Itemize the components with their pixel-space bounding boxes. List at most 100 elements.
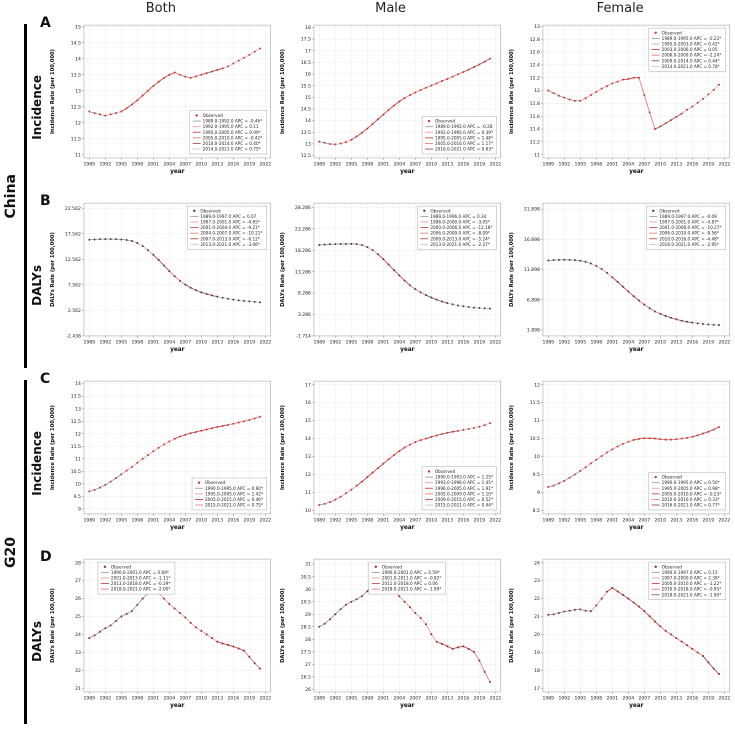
svg-text:2011.0-2018.0 APC = 0.06: 2011.0-2018.0 APC = 0.06 bbox=[381, 581, 437, 586]
svg-text:1989.0-1995.0 APC = -0.22*: 1989.0-1995.0 APC = -0.22* bbox=[662, 36, 722, 41]
svg-text:13.5: 13.5 bbox=[71, 394, 81, 400]
svg-text:17: 17 bbox=[534, 686, 540, 692]
svg-text:11.2: 11.2 bbox=[530, 139, 540, 145]
panel-letter-d: D bbox=[40, 549, 52, 565]
svg-text:2004: 2004 bbox=[623, 339, 635, 345]
svg-text:19: 19 bbox=[534, 650, 540, 656]
svg-text:1992: 1992 bbox=[329, 339, 341, 345]
svg-text:9.5: 9.5 bbox=[533, 472, 540, 478]
svg-text:2013: 2013 bbox=[211, 339, 223, 345]
svg-text:DALYs Rate (per 100,000): DALYs Rate (per 100,000) bbox=[280, 232, 286, 307]
svg-text:2004: 2004 bbox=[623, 517, 635, 523]
svg-text:2013: 2013 bbox=[211, 695, 223, 701]
svg-text:2016.0-2021.0 APC = 0.77*: 2016.0-2021.0 APC = 0.77* bbox=[662, 503, 720, 508]
svg-text:2019: 2019 bbox=[703, 695, 715, 701]
svg-text:2013: 2013 bbox=[211, 517, 223, 523]
svg-text:26.5: 26.5 bbox=[300, 674, 310, 680]
group-bar-g20 bbox=[22, 374, 28, 730]
row-label-g20-incidence: Incidence bbox=[28, 374, 46, 552]
svg-text:12.8: 12.8 bbox=[530, 37, 540, 43]
svg-text:2016: 2016 bbox=[457, 339, 469, 345]
svg-text:2019: 2019 bbox=[473, 695, 485, 701]
svg-text:1998: 1998 bbox=[361, 695, 373, 701]
svg-text:2010: 2010 bbox=[425, 161, 437, 167]
svg-text:2005.0-2010.0 APC = -0.42*: 2005.0-2010.0 APC = -0.42* bbox=[203, 135, 263, 140]
svg-text:15: 15 bbox=[75, 24, 81, 30]
chart-china-incidence-female: 1989 1992 1995 1998 2001 2004 2007 2010 2013 2016… bbox=[505, 18, 735, 196]
svg-text:15: 15 bbox=[305, 418, 311, 424]
svg-text:2013: 2013 bbox=[671, 161, 683, 167]
svg-text:Observed: Observed bbox=[200, 208, 220, 213]
svg-text:2010: 2010 bbox=[425, 517, 437, 523]
svg-text:2007: 2007 bbox=[179, 339, 191, 345]
svg-text:2016: 2016 bbox=[228, 517, 240, 523]
chart-g20-dalys-female: 1989 1992 1995 1998 2001 2004 2007 2010 2013 2016… bbox=[505, 552, 735, 730]
svg-text:2005.0-2016.0 APC = 1.17*: 2005.0-2016.0 APC = 1.17* bbox=[435, 141, 493, 146]
svg-text:2019: 2019 bbox=[473, 517, 485, 523]
svg-text:21: 21 bbox=[534, 614, 540, 620]
svg-text:year: year bbox=[400, 169, 415, 175]
svg-text:2019: 2019 bbox=[703, 339, 715, 345]
svg-text:2004: 2004 bbox=[623, 161, 635, 167]
svg-text:14: 14 bbox=[305, 436, 311, 442]
svg-text:27.5: 27.5 bbox=[300, 649, 310, 655]
svg-text:2004: 2004 bbox=[393, 695, 405, 701]
svg-text:2013: 2013 bbox=[441, 695, 453, 701]
svg-text:2013: 2013 bbox=[441, 339, 453, 345]
svg-text:13: 13 bbox=[305, 454, 311, 460]
chart-g20-incidence-male: 1989 1992 1995 1998 2001 2004 2007 2010 2013 2016… bbox=[276, 374, 506, 552]
svg-text:1995: 1995 bbox=[345, 161, 357, 167]
svg-text:9.5: 9.5 bbox=[74, 494, 81, 500]
svg-text:1992: 1992 bbox=[99, 695, 111, 701]
svg-text:12: 12 bbox=[75, 120, 81, 126]
panel-letter-c: C bbox=[40, 371, 51, 387]
svg-text:Incidence Rate (per 100,000): Incidence Rate (per 100,000) bbox=[280, 49, 286, 134]
svg-text:1995: 1995 bbox=[115, 517, 127, 523]
svg-text:2010: 2010 bbox=[655, 517, 667, 523]
svg-text:23: 23 bbox=[75, 650, 81, 656]
svg-text:1998: 1998 bbox=[131, 695, 143, 701]
svg-text:2001: 2001 bbox=[377, 339, 389, 345]
svg-text:2014.0-2021.0 APC = 0.78*: 2014.0-2021.0 APC = 0.78* bbox=[662, 64, 720, 69]
svg-text:Incidence Rate (per 100,000): Incidence Rate (per 100,000) bbox=[509, 405, 515, 490]
svg-text:1989.0-1992.0 APC = -0.46*: 1989.0-1992.0 APC = -0.46* bbox=[203, 119, 263, 124]
svg-text:1989: 1989 bbox=[313, 339, 325, 345]
svg-text:14: 14 bbox=[305, 118, 311, 124]
row-g20-dalys: D 1989 1992 1995 1998 2001 2004 2007 2010 2013 20… bbox=[40, 549, 735, 730]
svg-text:2003.0-2006.0 APC = 0.05: 2003.0-2006.0 APC = 0.05 bbox=[662, 47, 718, 52]
chart-china-incidence-male: 1989 1992 1995 1998 2001 2004 2007 2010 2013 2016… bbox=[276, 18, 506, 196]
svg-text:1990.0-2001.0 APC = 0.69*: 1990.0-2001.0 APC = 0.69* bbox=[111, 570, 169, 575]
svg-text:1995.0-2005.0 APC = 0.98*: 1995.0-2005.0 APC = 0.98* bbox=[662, 486, 720, 491]
svg-text:1998: 1998 bbox=[361, 161, 373, 167]
row-label-g20-incidence-text: Incidence bbox=[30, 430, 44, 496]
svg-text:1992: 1992 bbox=[559, 161, 571, 167]
svg-text:1989.0-1992.0 APC = -0.28: 1989.0-1992.0 APC = -0.28 bbox=[435, 124, 493, 129]
svg-text:12: 12 bbox=[305, 472, 311, 478]
group-bar-china bbox=[22, 18, 28, 374]
svg-text:2018.0-2021.0 APC = -1.99*: 2018.0-2021.0 APC = -1.99* bbox=[381, 587, 441, 592]
svg-text:10.5: 10.5 bbox=[71, 469, 81, 475]
row-china-dalys: B 1989 1992 1995 1998 2001 2004 2007 2010 2013 20… bbox=[40, 193, 735, 374]
svg-text:1998: 1998 bbox=[591, 161, 603, 167]
svg-text:1996.0-2005.0 APC = 1.91*: 1996.0-2005.0 APC = 1.91* bbox=[435, 486, 493, 491]
svg-text:2009.0-2015.0 APC = 0.52*: 2009.0-2015.0 APC = 0.52* bbox=[435, 497, 493, 502]
svg-text:2007: 2007 bbox=[179, 161, 191, 167]
svg-text:28.5: 28.5 bbox=[300, 624, 310, 630]
svg-text:year: year bbox=[170, 347, 185, 353]
svg-text:1998: 1998 bbox=[131, 517, 143, 523]
svg-text:1995.0-2005.0 APC = 1.42*: 1995.0-2005.0 APC = 1.42* bbox=[205, 491, 263, 496]
svg-text:2001: 2001 bbox=[377, 517, 389, 523]
chart-china-incidence-both: 1989 1992 1995 1998 2001 2004 2007 2010 2013 2016… bbox=[46, 18, 276, 196]
svg-text:year: year bbox=[629, 525, 644, 531]
svg-text:13.5: 13.5 bbox=[71, 72, 81, 78]
chart-g20-incidence-both: 1989 1992 1995 1998 2001 2004 2007 2010 2013 2016… bbox=[46, 374, 276, 552]
svg-text:13: 13 bbox=[75, 88, 81, 94]
svg-text:2001: 2001 bbox=[607, 695, 619, 701]
svg-text:2.562: 2.562 bbox=[68, 308, 81, 314]
svg-text:13.286: 13.286 bbox=[295, 269, 311, 275]
svg-text:13: 13 bbox=[534, 24, 540, 30]
svg-text:30: 30 bbox=[305, 587, 311, 593]
svg-text:2014.0-2021.0 APC = 0.75*: 2014.0-2021.0 APC = 0.75* bbox=[203, 147, 261, 152]
svg-text:2016.0-2021.0 APC = 0.63*: 2016.0-2021.0 APC = 0.63* bbox=[435, 147, 493, 152]
svg-text:27: 27 bbox=[75, 578, 81, 584]
